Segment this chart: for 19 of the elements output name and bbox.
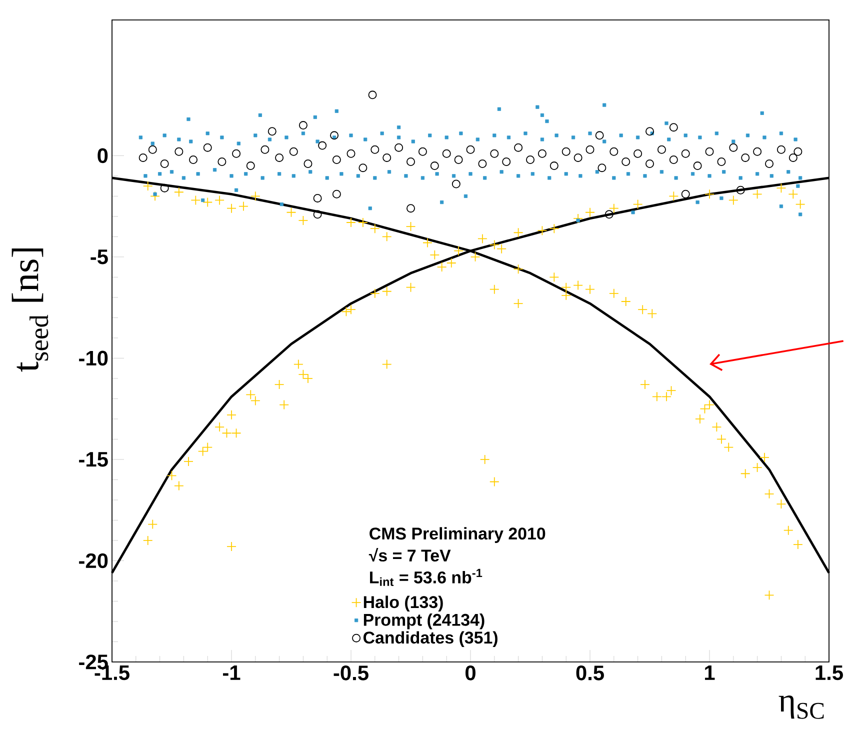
y-tick-label: -5	[90, 250, 108, 264]
y-tick-label: 0	[98, 148, 108, 164]
x-tick-label: -0.5	[334, 666, 368, 680]
legend-label: Prompt (24134)	[364, 613, 484, 630]
y-axis-title: t$_{seed}$ [ns]	[12, 248, 48, 372]
legend-label: Halo (133)	[364, 596, 443, 612]
y-tick-label: -15	[79, 452, 108, 467]
annotation: L$_{int}$ = 53.6 nb$^{-1}$	[370, 568, 482, 586]
annotation: √s = 7 TeV	[368, 548, 451, 562]
legend-label: Candidates (351)	[363, 631, 498, 647]
y-tick-label: -10	[79, 350, 108, 366]
x-tick-label: 1.5	[816, 666, 843, 680]
x-tick-label: 0	[466, 666, 476, 680]
x-axis-title: η$_{SC}$	[778, 695, 824, 719]
annotation: CMS Preliminary 2010	[370, 527, 546, 543]
y-tick-label: -20	[79, 553, 108, 568]
x-tick-label: -1	[223, 666, 240, 680]
x-tick-label: 1	[705, 666, 715, 680]
x-tick-label: 0.5	[576, 666, 604, 680]
